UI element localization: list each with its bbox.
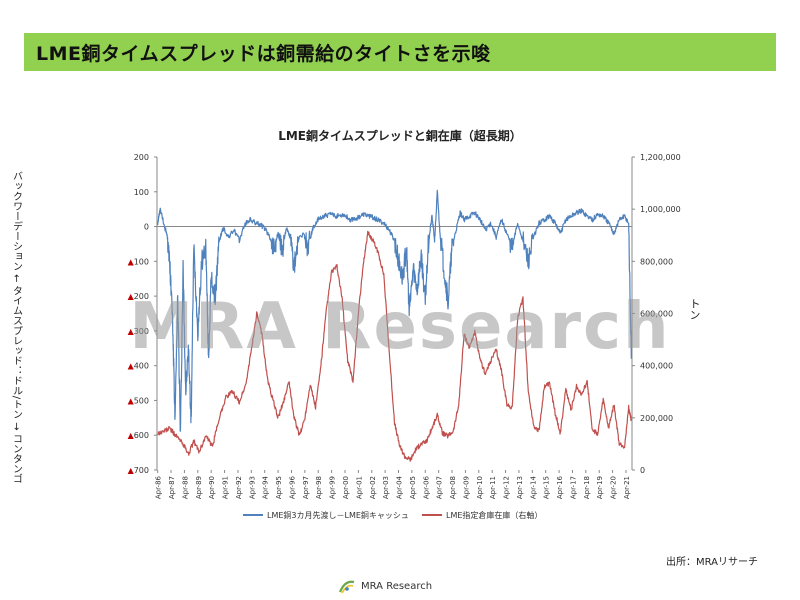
legend-label: LME銅3カ月先渡し－LME銅キャッシュ [267,510,409,520]
x-tick-label: Apr-18 [583,476,591,499]
x-tick-label: Apr-88 [181,476,189,499]
right-tick-label: 1,000,000 [640,205,681,214]
source-note: 出所：MRAリサーチ [666,557,759,568]
x-tick-label: Apr-90 [208,476,216,499]
x-tick-label: Apr-10 [476,476,484,499]
x-tick-label: Apr-01 [355,476,363,499]
right-tick-label: 1,200,000 [640,153,681,162]
legend-label: LME指定倉庫在庫（右軸） [446,510,542,520]
x-tick-label: Apr-04 [396,475,404,499]
title-banner: LME銅タイムスプレッドは銅需給のタイトさを示唆 [24,33,776,71]
series-line-stock [157,230,632,462]
x-tick-label: Apr-16 [556,475,564,499]
x-tick-label: Apr-03 [382,476,390,499]
x-tick-label: Apr-14 [529,475,537,499]
x-tick-label: Apr-91 [222,476,230,499]
x-tick-label: Apr-89 [195,476,203,499]
x-tick-label: Apr-02 [369,476,377,499]
x-tick-label: Apr-06 [422,475,430,499]
left-tick-label: ▲200 [128,292,149,301]
footer-logo-text: MRA Research [361,580,433,592]
x-tick-label: Apr-94 [262,475,270,499]
x-tick-label: Apr-96 [288,475,296,499]
x-tick-label: Apr-17 [569,476,577,499]
watermark: MRA Research [129,290,671,364]
x-tick-label: Apr-13 [516,476,524,499]
chart-series [157,189,632,462]
x-tick-label: Apr-19 [596,476,604,499]
chart-axes: 200 100 0 ▲100 ▲200 ▲300 ▲400 ▲500 ▲600 ▲700 0 200,… [128,153,681,499]
x-tick-label: Apr-05 [409,476,417,499]
left-tick-label: ▲600 [128,431,149,440]
x-tick-label: Apr-07 [436,476,444,499]
page-title: LME銅タイムスプレッドは銅需給のタイトさを示唆 [36,42,491,65]
x-tick-label: Apr-11 [489,476,497,499]
x-tick-label: Apr-98 [315,476,323,499]
x-tick-label: Apr-86 [155,475,163,499]
x-tick-label: Apr-20 [610,476,618,499]
x-tick-label: Apr-97 [302,476,310,499]
x-tick-label: Apr-93 [248,476,256,499]
right-tick-label: 800,000 [640,257,673,266]
x-tick-label: Apr-00 [342,476,350,499]
x-tick-label: Apr-99 [329,476,337,499]
right-tick-label: 600,000 [640,310,673,319]
chart-legend: LME銅3カ月先渡し－LME銅キャッシュ LME指定倉庫在庫（右軸） [243,510,542,520]
left-tick-label: 0 [144,223,149,232]
x-tick-label: Apr-09 [462,476,470,499]
left-tick-label: ▲300 [128,327,149,336]
footer-logo: MRA Research [337,575,432,597]
left-tick-label: 100 [134,188,149,197]
left-tick-label: ▲100 [128,257,149,266]
right-tick-label: 400,000 [640,362,673,371]
mra-logo-icon [338,580,355,594]
x-tick-label: Apr-95 [275,476,283,499]
right-axis-title: トン [688,298,701,320]
right-tick-label: 200,000 [640,414,673,423]
left-tick-label: ▲700 [128,466,149,475]
right-tick-label: 0 [640,466,645,475]
x-tick-label: Apr-15 [543,476,551,499]
left-axis-title: バックワーデーション ← タイムスプレッド：ドル/トン → コンタンゴ [10,170,22,484]
left-tick-label: ▲400 [128,362,149,371]
series-line-time-spread [157,189,632,432]
x-tick-label: Apr-92 [235,476,243,499]
x-tick-label: Apr-08 [449,476,457,499]
left-tick-label: ▲500 [128,396,149,405]
x-tick-label: Apr-21 [623,476,631,499]
x-tick-label: Apr-87 [168,476,176,499]
x-tick-label: Apr-12 [503,476,511,499]
chart-title: LME銅タイムスプレッドと銅在庫（超長期） [278,129,522,143]
left-tick-label: 200 [134,153,149,162]
